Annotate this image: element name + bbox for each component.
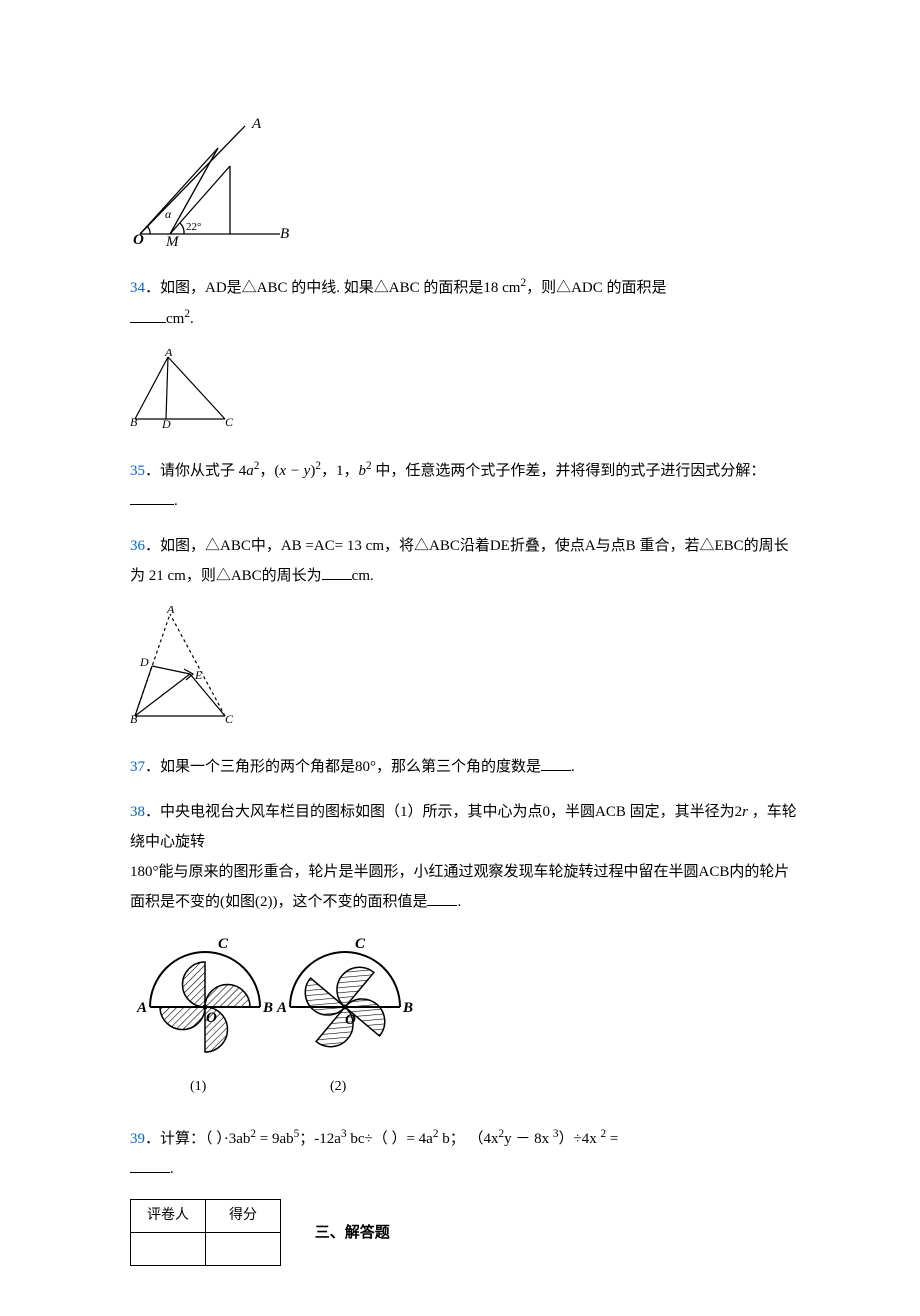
score-c1 [131, 1233, 206, 1266]
question-34: 34．如图，AD是△ABC 的中线. 如果△ABC 的面积是18 cm2，则△A… [130, 272, 800, 334]
q38-number: 38 [130, 804, 145, 820]
score-c2 [206, 1233, 281, 1266]
q39-number: 39 [130, 1131, 145, 1147]
q39-pre: ．计算：（ ）·3ab [145, 1131, 250, 1147]
q39-m1: = 9ab [256, 1131, 294, 1147]
q35-a: a [246, 463, 254, 479]
q39-m3: bc÷（ ）= 4a [347, 1131, 433, 1147]
label-C: C [225, 415, 234, 429]
q36-blank [322, 563, 352, 581]
w1-O: O [206, 1010, 217, 1026]
q35-sep1: ， [259, 463, 274, 479]
figure-median: A B C D [130, 349, 800, 440]
question-37: 37．如果一个三角形的两个角都是80°，那么第三个角的度数是. [130, 752, 800, 782]
label-A: A [251, 116, 262, 132]
label-A: A [164, 349, 173, 359]
label-O: O [133, 232, 144, 246]
label-22: 22° [186, 221, 201, 233]
q36-number: 36 [130, 538, 145, 554]
q39-m5: y － 8x [504, 1131, 553, 1147]
q37-number: 37 [130, 759, 145, 775]
page: A B O M α 22° 34．如图，AD是△ABC 的中线. 如果△ABC … [0, 0, 920, 1316]
label-alpha: α [165, 207, 172, 221]
figure-fold: A B C D E [130, 606, 800, 737]
question-38: 38．中央电视台大风车栏目的图标如图（1）所示，其中心为点0，半圆ACB 固定，… [130, 797, 800, 917]
label-D: D [161, 417, 171, 429]
q35-b: b [358, 463, 366, 479]
q35-sep2: ，1， [321, 463, 359, 479]
q39-tail: . [170, 1161, 174, 1177]
q35-mid: 中，任意选两个式子作差，并将得到的式子进行因式分解： [372, 463, 766, 479]
q34-unit: cm [166, 311, 184, 327]
w2-B: B [402, 1000, 413, 1016]
label-A: A [166, 606, 175, 616]
q34-text-b: ，则△ADC 的面积是 [526, 280, 666, 296]
w1-C: C [218, 936, 229, 952]
figure-angle-omb: A B O M α 22° [130, 116, 800, 257]
q37-text: ．如果一个三角形的两个角都是80°，那么第三个角的度数是 [145, 759, 541, 775]
q39-m6: ）÷4x [558, 1131, 600, 1147]
q35-pre: ．请你从式子 4 [145, 463, 246, 479]
w2-A: A [276, 1000, 287, 1016]
label-B: B [280, 226, 289, 242]
q36-unit: cm. [352, 568, 374, 584]
q37-tail: . [571, 759, 575, 775]
question-36: 36．如图，△ABC中，AB =AC= 13 cm，将△ABC沿着DE折叠，使点… [130, 531, 800, 591]
score-h2: 得分 [206, 1200, 281, 1233]
section-3-title: 三、解答题 [315, 1218, 390, 1248]
label-B: B [130, 415, 138, 429]
w1-A: A [136, 1000, 147, 1016]
label-E: E [194, 668, 203, 682]
question-39: 39．计算：（ ）·3ab2 = 9ab5；-12a3 bc÷（ ）= 4a2 … [130, 1123, 800, 1184]
q35-number: 35 [130, 463, 145, 479]
q38-blank [427, 889, 457, 907]
q34-blank [130, 306, 166, 324]
label-M: M [165, 234, 180, 246]
q39-m2: ；-12a [299, 1131, 341, 1147]
label-D: D [139, 655, 149, 669]
w1-B: B [262, 1000, 273, 1016]
w2-C: C [355, 936, 366, 952]
q35-blank [130, 488, 174, 506]
q35-xy: x − y [279, 463, 310, 479]
q38-tail: . [457, 894, 461, 910]
question-35: 35．请你从式子 4a2，(x − y)2，1，b2 中，任意选两个式子作差，并… [130, 455, 800, 516]
q39-m4: b； （4x [438, 1131, 498, 1147]
label-C: C [225, 712, 234, 726]
q38-text-1: ．中央电视台大风车栏目的图标如图（1）所示，其中心为点0，半圆ACB 固定，其半… [145, 804, 742, 820]
section-header: 评卷人 得分 三、解答题 [130, 1199, 800, 1266]
label-B: B [130, 712, 138, 726]
w2-O: O [345, 1012, 356, 1028]
figure-windmill: A B C O A B C O [130, 932, 800, 1108]
q34-number: 34 [130, 280, 145, 296]
q35-tail: . [174, 493, 178, 509]
q34-text-a: ．如图，AD是△ABC 的中线. 如果△ABC 的面积是18 cm [145, 280, 520, 296]
cap-1: (1) [190, 1079, 207, 1094]
cap-2: (2) [330, 1079, 347, 1094]
score-box: 评卷人 得分 [130, 1199, 281, 1266]
q36-text: ．如图，△ABC中，AB =AC= 13 cm，将△ABC沿着DE折叠，使点A与… [130, 538, 789, 584]
q39-blank [130, 1156, 170, 1174]
q37-blank [541, 754, 571, 772]
score-h1: 评卷人 [131, 1200, 206, 1233]
q39-m7: = [606, 1131, 618, 1147]
q34-tail: . [190, 311, 194, 327]
